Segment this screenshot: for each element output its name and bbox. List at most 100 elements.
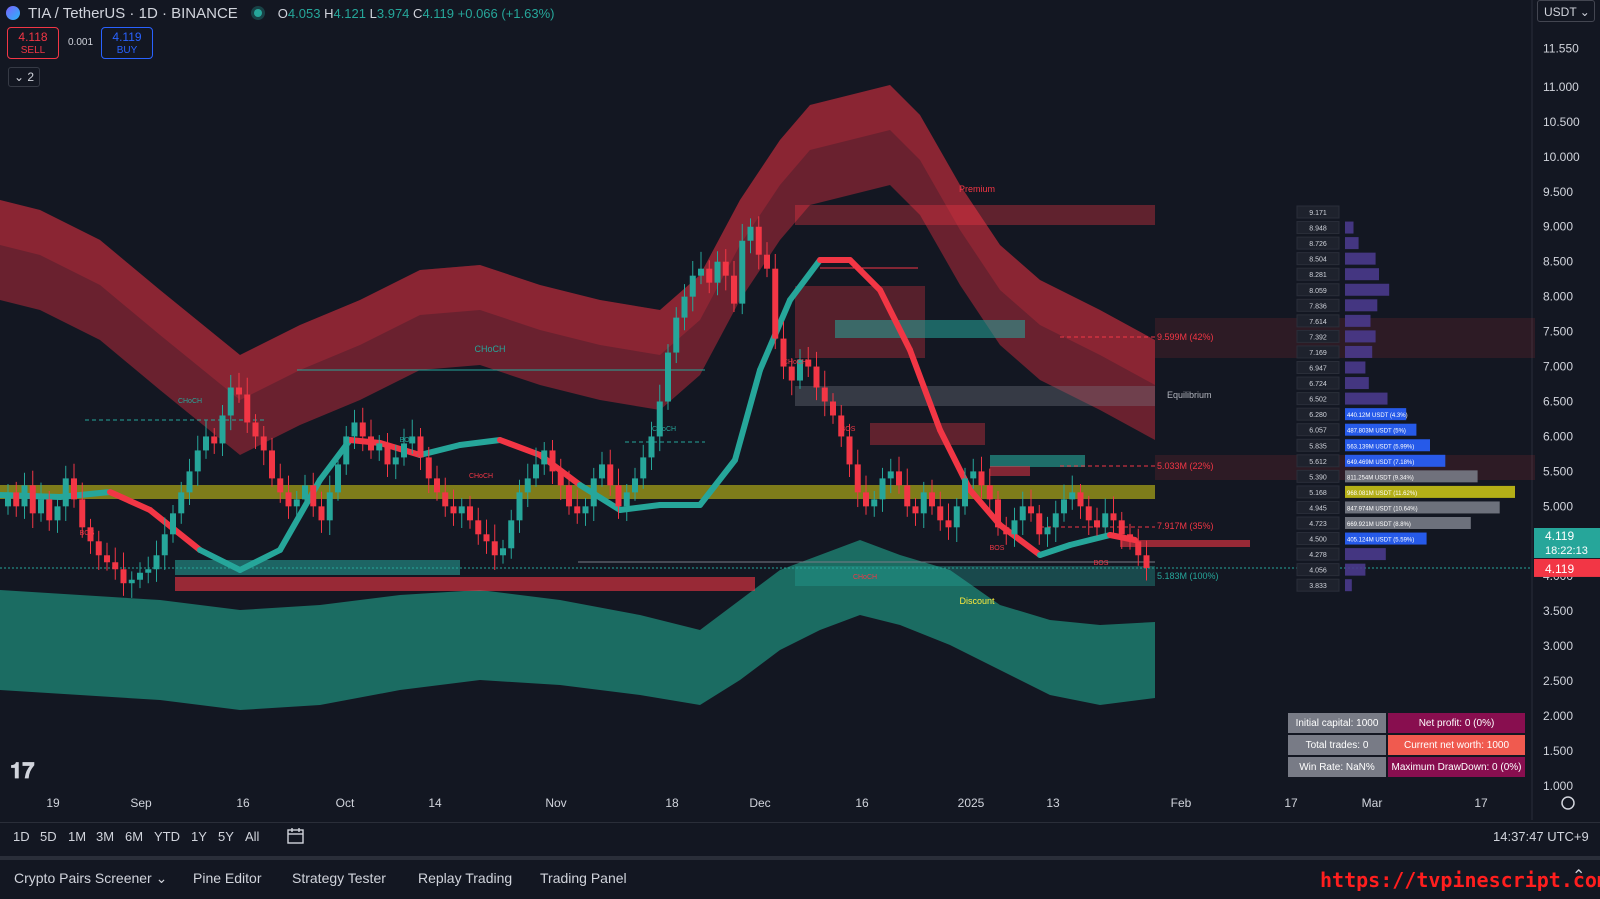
candle-body: [731, 275, 737, 304]
candle-body: [937, 506, 944, 521]
level-label-2: 5.033M (22%): [1157, 461, 1214, 471]
indicators-toggle[interactable]: ⌄ 2: [8, 67, 40, 87]
vp-bar: [1345, 532, 1427, 545]
tf-all[interactable]: All: [245, 829, 260, 844]
tab-trading-panel[interactable]: Trading Panel: [540, 870, 627, 886]
tf-1m[interactable]: 1M: [68, 829, 87, 844]
candle-body: [87, 527, 94, 542]
vp-price-label: 6.947: [1309, 366, 1327, 373]
vp-price-cell: [1296, 376, 1340, 390]
trend-line-segment: [107, 489, 153, 513]
tab-crypto-pairs-screener[interactable]: Crypto Pairs Screener ⌄: [14, 870, 168, 886]
vp-price-cell: [1296, 563, 1340, 577]
price-axis-label: 3.500: [1543, 604, 1573, 618]
time-axis-label: 19: [46, 796, 60, 810]
candle-body: [351, 422, 358, 437]
tf-1d[interactable]: 1D: [13, 829, 30, 844]
candle-body: [953, 506, 960, 528]
tf-5y[interactable]: 5Y: [218, 829, 234, 844]
candle-body: [747, 226, 754, 241]
vp-price-cell: [1296, 438, 1340, 452]
price-axis-label: 2.000: [1543, 709, 1573, 723]
vp-price-cell: [1296, 298, 1340, 312]
trend-line-segment: [787, 257, 823, 303]
candle-body: [161, 534, 168, 556]
candle-body: [1135, 541, 1142, 556]
candle-body: [71, 478, 77, 500]
candle-body: [574, 506, 581, 514]
vp-volume-label: 847.974M USDT (10.64%): [1347, 506, 1418, 512]
vp-price-cell: [1296, 547, 1340, 561]
time-axis-label: 2025: [958, 796, 985, 810]
tf-5d[interactable]: 5D: [40, 829, 57, 844]
vp-price-label: 6.280: [1309, 412, 1327, 419]
trend-line-segment: [497, 437, 543, 458]
candle-body: [269, 450, 275, 479]
trend-line-segment: [417, 442, 463, 458]
utc-clock[interactable]: 14:37:47 UTC+9: [1493, 829, 1589, 844]
stat-total-trades: Total trades: 0: [1287, 734, 1387, 756]
price-axis-label: 10.000: [1543, 150, 1580, 164]
sell-button[interactable]: 4.118 SELL: [7, 27, 59, 59]
tf-3m[interactable]: 3M: [96, 829, 115, 844]
candle-body: [1052, 513, 1059, 528]
stat-net-profit: Net profit: 0 (0%): [1387, 712, 1526, 734]
collapse-panel-icon[interactable]: ⌃: [1572, 868, 1586, 885]
candle-countdown: 18:22:13: [1545, 545, 1588, 557]
chart-settings-icon[interactable]: [1561, 796, 1575, 810]
price-axis-label: 11.000: [1543, 80, 1579, 94]
level-label-3: 7.917M (35%): [1157, 521, 1214, 531]
candle-body: [194, 450, 201, 472]
date-range-icon[interactable]: [286, 827, 306, 845]
candle-body: [1094, 520, 1100, 528]
choch-label-top: CHoCH: [474, 344, 505, 354]
price-chart[interactable]: CHoCH CHoCH CHoCH CHoCH CHoCH CHoCH BOS BOS BOS B…: [0, 0, 1600, 820]
tradingview-logo-icon[interactable]: 𝟏𝟕: [10, 758, 35, 783]
tab-pine-editor[interactable]: Pine Editor: [193, 870, 262, 886]
candle-body: [590, 478, 597, 507]
level-label-1: 9.599M (42%): [1157, 332, 1214, 342]
candle-body: [1118, 520, 1125, 535]
vp-price-cell: [1296, 329, 1340, 343]
candle-body: [170, 513, 176, 535]
candle-body: [854, 464, 861, 493]
tf-ytd[interactable]: YTD: [154, 829, 180, 844]
price-axis-label: 6.000: [1543, 429, 1573, 443]
tab-replay-trading[interactable]: Replay Trading: [418, 870, 513, 886]
tf-6m[interactable]: 6M: [125, 829, 144, 844]
candle-body: [285, 492, 292, 507]
price-axis-label: 9.500: [1543, 185, 1573, 199]
candle-body: [153, 555, 160, 570]
supply-zone-right: [1120, 540, 1250, 547]
candle-body: [508, 520, 515, 549]
candle-body: [821, 387, 828, 402]
supply-zone-jan: [990, 466, 1030, 476]
vp-price-label: 4.278: [1309, 552, 1327, 559]
price-axis-label: 6.500: [1543, 394, 1573, 408]
candle-body: [54, 506, 61, 521]
candle-body: [764, 254, 770, 269]
symbol-title[interactable]: TIA / TetherUS · 1D · BINANCE: [28, 4, 238, 22]
candle-body: [929, 492, 935, 507]
candle-body: [722, 261, 729, 276]
candle-body: [500, 548, 506, 556]
candle-body: [219, 415, 226, 444]
currency-selector[interactable]: USDT ⌄: [1537, 0, 1595, 22]
vp-bar: [1345, 579, 1352, 592]
candle-body: [260, 436, 267, 451]
vp-price-cell: [1296, 267, 1340, 281]
price-axis-label: 7.500: [1543, 325, 1573, 339]
buy-button[interactable]: 4.119 BUY: [101, 27, 153, 59]
vp-bar: [1345, 361, 1366, 374]
candle-body: [376, 443, 383, 451]
tab-strategy-tester[interactable]: Strategy Tester: [292, 870, 386, 886]
vp-volume-label: 669.921M USDT (8.8%): [1347, 522, 1411, 528]
vp-bar: [1345, 423, 1417, 436]
time-axis-label: Mar: [1362, 796, 1383, 810]
candle-body: [1028, 506, 1034, 514]
trend-line-segment: [237, 547, 283, 573]
tf-1y[interactable]: 1Y: [191, 829, 207, 844]
candle-body: [79, 499, 86, 528]
demand-zone-jan: [990, 455, 1085, 467]
candle-body: [178, 492, 185, 514]
